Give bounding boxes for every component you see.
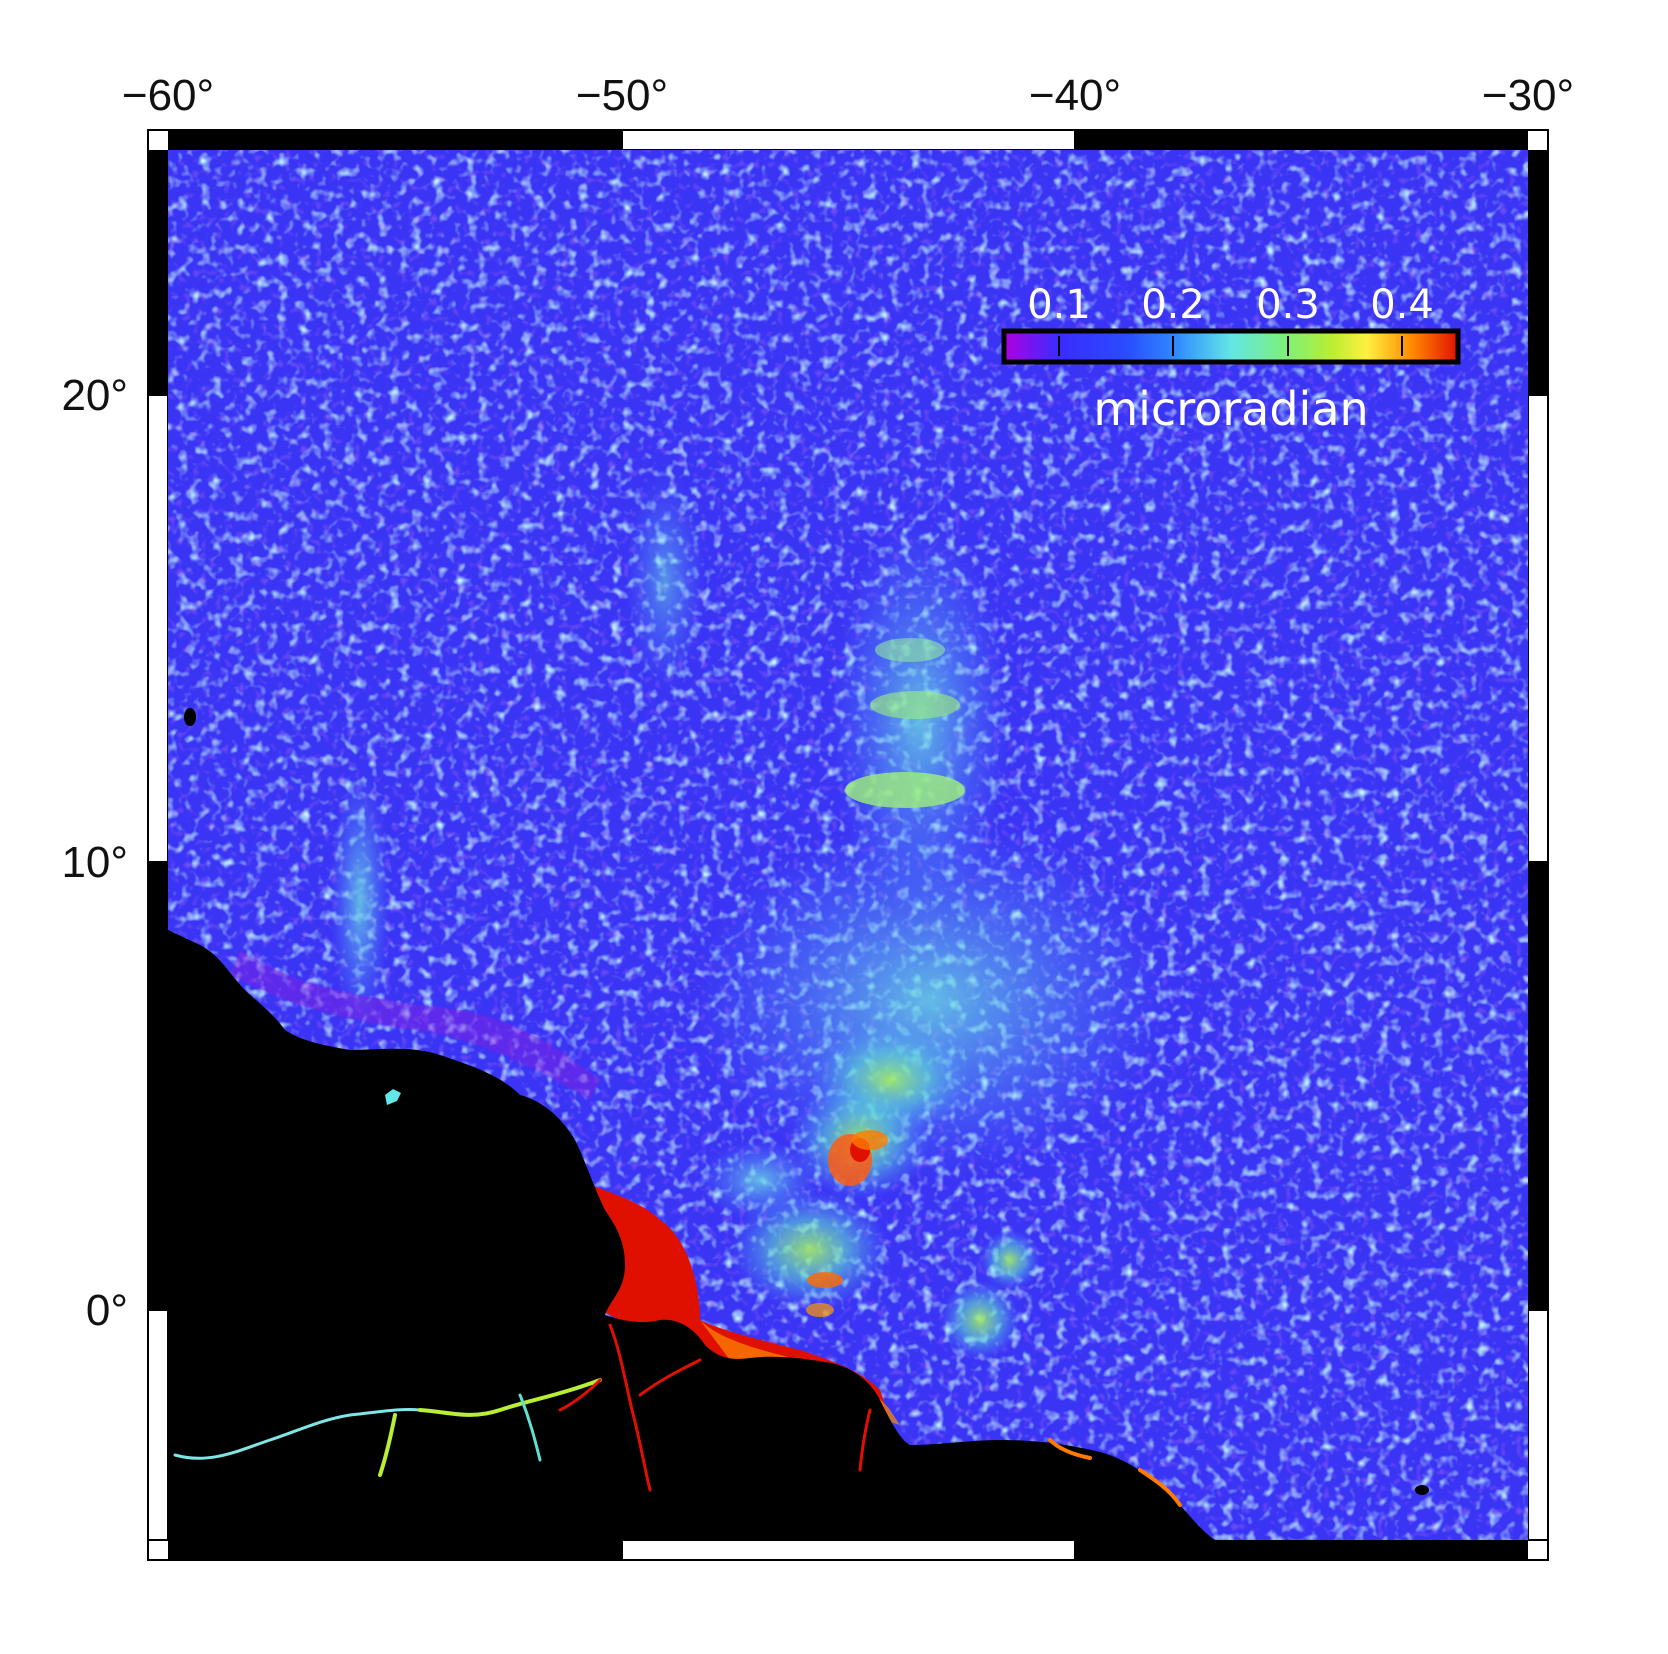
island-feature <box>184 708 196 726</box>
colorbar-title: microradian <box>1093 382 1368 436</box>
frame-border-top <box>168 129 1528 151</box>
frame-border-right <box>1527 150 1549 1541</box>
colorbar: 0.1 0.2 0.3 0.4 microradian <box>1001 282 1461 436</box>
latitude-axis: 20° 10° 0° <box>61 371 128 1335</box>
frame-border-bottom <box>168 1539 1528 1561</box>
map-area <box>168 150 1528 1540</box>
lon-tick-label: −60° <box>122 71 214 120</box>
lat-tick-label: 0° <box>86 1286 128 1335</box>
island-feature <box>1415 1485 1429 1495</box>
lat-tick-label: 10° <box>61 838 128 887</box>
colorbar-tick-label: 0.3 <box>1256 282 1320 328</box>
colorbar-tick-label: 0.1 <box>1027 282 1091 328</box>
longitude-axis: −60° −50° −40° −30° <box>122 71 1574 120</box>
lon-tick-label: −40° <box>1029 71 1121 120</box>
colorbar-tick-label: 0.2 <box>1141 282 1205 328</box>
plume-features <box>230 470 1170 1360</box>
colorbar-gradient <box>1001 328 1461 365</box>
lon-tick-label: −30° <box>1482 71 1574 120</box>
frame-border-left <box>147 150 169 1541</box>
colorbar-tick-label: 0.4 <box>1370 282 1434 328</box>
lat-tick-label: 20° <box>61 371 128 420</box>
lake-feature <box>385 1089 401 1105</box>
lon-tick-label: −50° <box>576 71 668 120</box>
river-traces <box>173 1323 1182 1507</box>
land-south-america <box>168 930 1215 1540</box>
